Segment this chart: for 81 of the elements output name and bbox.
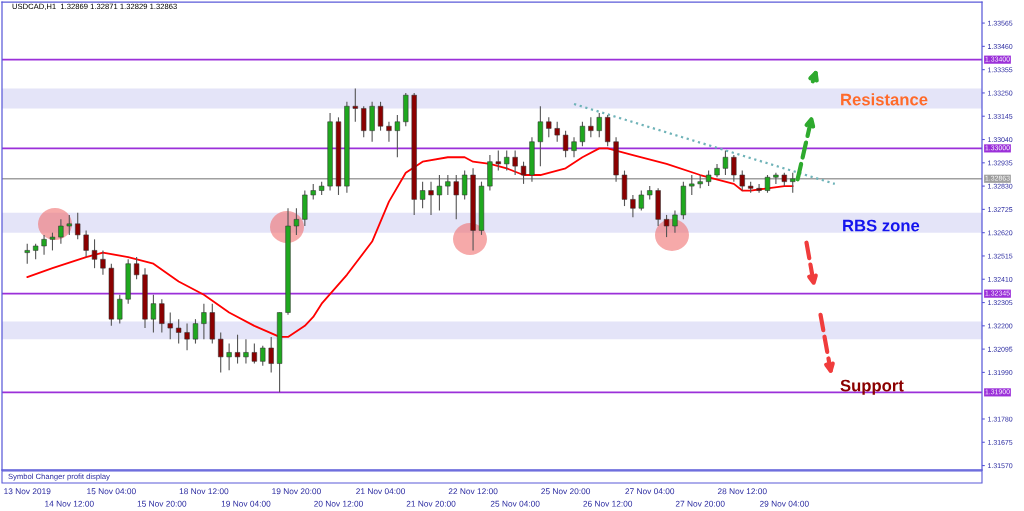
candlestick (66, 214, 72, 236)
x-tick-label: 21 Nov 04:00 (356, 488, 405, 495)
annotation: RBS zone (843, 219, 920, 232)
x-tick-label: 21 Nov 20:00 (406, 500, 456, 507)
candlestick (419, 181, 426, 209)
candlestick (445, 174, 451, 196)
x-tick-label: 20 Nov 12:00 (314, 500, 363, 507)
candlestick (251, 343, 257, 365)
x-tick-label: 15 Nov 20:00 (137, 500, 187, 507)
candlestick (588, 116, 594, 138)
candlestick (689, 174, 695, 196)
candlestick (731, 154, 737, 183)
x-tick-label: 18 Nov 12:00 (179, 488, 229, 495)
x-tick-label: 28 Nov 12:00 (717, 488, 767, 495)
candlestick (234, 334, 241, 365)
candlestick (117, 294, 123, 325)
candlestick (495, 150, 501, 172)
candlestick (554, 121, 560, 143)
x-tick-label: 14 Nov 12:00 (45, 500, 94, 507)
candlestick (453, 174, 459, 220)
candlestick (386, 121, 392, 143)
candlestick (462, 170, 468, 200)
candlestick (260, 345, 266, 367)
candlestick (268, 336, 274, 373)
candlestick (790, 172, 796, 194)
x-tick-label: 26 Nov 12:00 (583, 500, 633, 507)
candlestick (361, 105, 367, 138)
candlestick (663, 214, 670, 238)
candlestick (159, 298, 165, 334)
x-tick-label: 13 Nov 2019 (4, 488, 51, 495)
x-tick-label: 27 Nov 20:00 (675, 500, 725, 507)
candlestick (579, 121, 586, 147)
candlestick (150, 294, 157, 334)
candlestick (75, 212, 81, 240)
candlestick (377, 101, 384, 132)
x-tick-label: 19 Nov 04:00 (221, 500, 271, 507)
candlestick (201, 303, 207, 340)
candlestick (537, 105, 543, 167)
candlestick (722, 150, 729, 176)
x-tick-label: 25 Nov 04:00 (490, 500, 540, 507)
candlestick (436, 174, 443, 212)
candlestick (756, 183, 762, 194)
candlestick (133, 256, 140, 280)
x-tick-label: 29 Nov 04:00 (759, 500, 809, 507)
candlestick (739, 170, 745, 192)
x-tick-label: 25 Nov 20:00 (541, 488, 591, 495)
annotation: Resistance (841, 93, 928, 106)
candlestick (91, 238, 98, 269)
x-tick-label: 22 Nov 12:00 (448, 488, 498, 495)
candlestick (176, 318, 182, 345)
candlestick (773, 172, 779, 185)
candlestick (226, 343, 232, 371)
candlestick (571, 136, 577, 158)
x-tick-label: 27 Nov 04:00 (625, 488, 675, 495)
candlestick (394, 114, 400, 158)
candlestick (192, 318, 199, 345)
candlestick (672, 209, 678, 234)
candlestick (167, 311, 173, 340)
x-tick-label: 15 Nov 04:00 (87, 488, 136, 495)
candlestick (218, 331, 224, 373)
candlestick (352, 87, 358, 123)
candlestick (24, 243, 30, 265)
candlestick (243, 338, 249, 365)
candlestick (41, 234, 47, 256)
candlestick (520, 161, 527, 185)
candlestick (184, 323, 190, 351)
candlestick (546, 116, 552, 138)
candlestick (100, 249, 106, 276)
annotation: Support (840, 379, 904, 395)
candlestick (630, 194, 636, 218)
candlestick (596, 112, 602, 138)
candlestick (562, 130, 569, 158)
candlestick (638, 189, 644, 212)
candlestick (428, 181, 434, 216)
line-series (26, 147, 794, 338)
candlestick (504, 150, 510, 172)
candlestick (293, 207, 300, 236)
x-tick-label: 19 Nov 20:00 (272, 488, 321, 495)
candlestick (512, 150, 518, 176)
candlestick (58, 218, 64, 245)
candlestick (83, 229, 89, 258)
